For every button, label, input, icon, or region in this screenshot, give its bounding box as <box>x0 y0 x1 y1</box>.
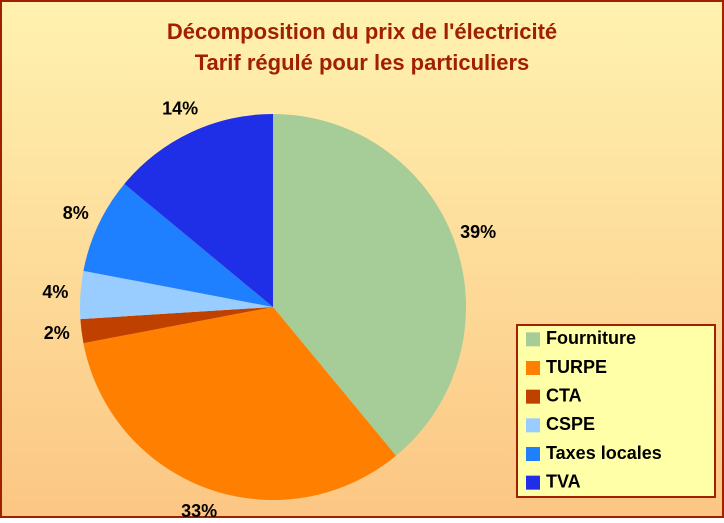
pie-slice <box>124 114 273 307</box>
legend-label: CSPE <box>546 414 595 434</box>
data-label: 33% <box>181 501 217 518</box>
pie-slice <box>80 270 274 320</box>
chart-subtitle: Tarif régulé pour les particuliers <box>195 50 530 75</box>
pie-slice <box>83 307 397 500</box>
legend-label: TURPE <box>546 357 607 377</box>
legend-label: Fourniture <box>546 328 636 348</box>
data-label: 8% <box>63 203 89 223</box>
legend-swatch <box>526 447 540 461</box>
data-label: 39% <box>460 222 496 242</box>
legend-label: TVA <box>546 471 581 491</box>
legend-swatch <box>526 475 540 490</box>
legend-label: CTA <box>546 385 582 405</box>
legend-swatch <box>526 332 540 347</box>
pie: 39% 33% 2% 4% 8% 14% <box>42 98 496 520</box>
data-label: 2% <box>44 323 70 343</box>
data-label: 14% <box>162 98 198 118</box>
legend-swatch <box>526 418 540 433</box>
chart-title: Décomposition du prix de l'électricité <box>167 19 557 44</box>
data-label: 4% <box>42 282 68 302</box>
legend-label: Taxes locales <box>546 443 662 463</box>
legend-box <box>516 324 716 498</box>
legend-swatch <box>526 361 540 375</box>
pie-slice <box>83 183 273 307</box>
pie-slice <box>273 114 466 456</box>
pie-slice <box>80 307 273 344</box>
legend: Fourniture TURPE CTA CSPE Taxes locales TVA <box>516 324 716 498</box>
legend-swatch <box>526 389 540 404</box>
